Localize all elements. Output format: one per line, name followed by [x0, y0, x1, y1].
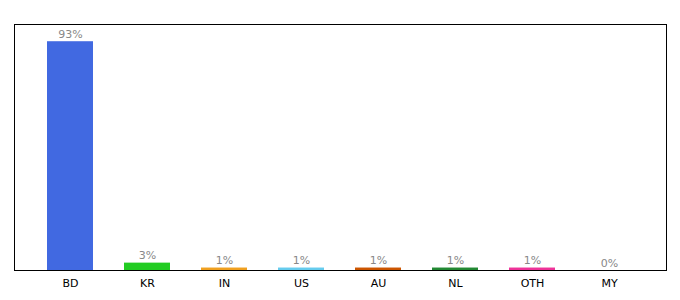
svg-text:BD: BD	[62, 277, 78, 290]
svg-text:AU: AU	[371, 277, 387, 290]
svg-text:3%: 3%	[139, 249, 156, 262]
svg-text:IN: IN	[219, 277, 230, 290]
svg-text:NL: NL	[448, 277, 463, 290]
svg-text:1%: 1%	[293, 254, 310, 267]
svg-text:0%: 0%	[601, 257, 618, 270]
svg-text:1%: 1%	[216, 254, 233, 267]
svg-text:US: US	[294, 277, 309, 290]
svg-text:1%: 1%	[370, 254, 387, 267]
svg-text:1%: 1%	[447, 254, 464, 267]
svg-text:OTH: OTH	[521, 277, 545, 290]
svg-text:93%: 93%	[58, 28, 82, 41]
svg-text:MY: MY	[601, 277, 617, 290]
svg-text:KR: KR	[140, 277, 155, 290]
svg-text:1%: 1%	[524, 254, 541, 267]
